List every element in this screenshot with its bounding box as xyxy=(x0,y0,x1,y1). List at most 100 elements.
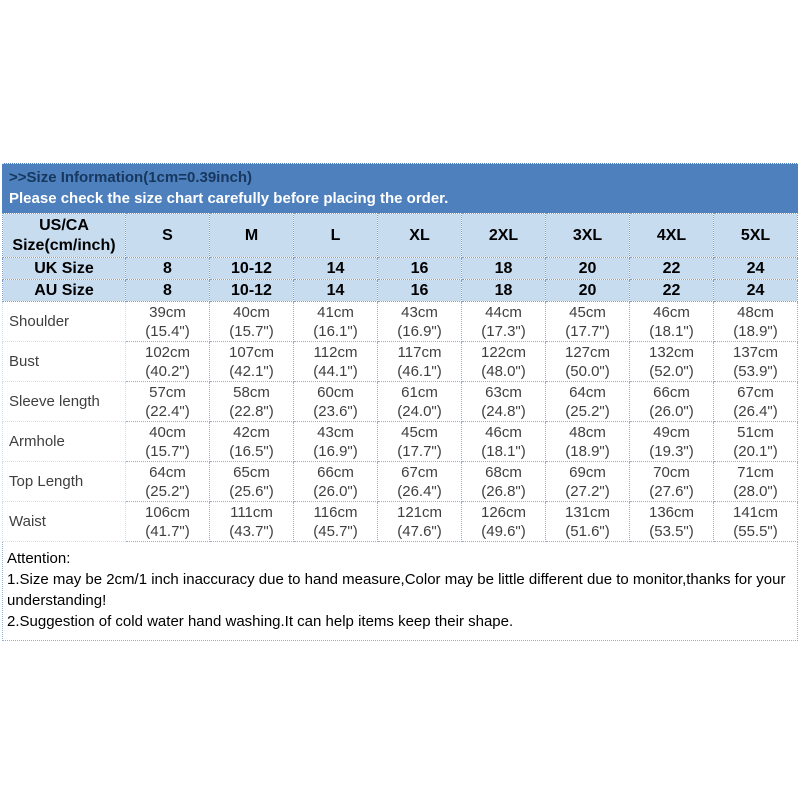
size-cell: 63cm (24.8") xyxy=(461,381,546,422)
uk-size-value: 14 xyxy=(293,257,378,280)
size-chart-table: US/CA Size(cm/inch) S M L XL 2XL 3XL 4XL… xyxy=(2,213,798,542)
au-size-label: AU Size xyxy=(2,279,126,302)
size-cell: 57cm (22.4") xyxy=(125,381,210,422)
size-cell: 71cm (28.0") xyxy=(713,461,798,502)
size-cell: 64cm (25.2") xyxy=(545,381,630,422)
size-cell: 68cm (26.8") xyxy=(461,461,546,502)
uk-size-value: 20 xyxy=(545,257,630,280)
size-header-s: S xyxy=(125,213,210,258)
size-cell: 106cm (41.7") xyxy=(125,501,210,542)
au-size-row: AU Size 8 10-12 14 16 18 20 22 24 xyxy=(2,279,798,302)
size-cell: 43cm (16.9") xyxy=(293,421,378,462)
measurement-row-waist: Waist 106cm (41.7") 111cm (43.7") 116cm (45… xyxy=(2,501,798,542)
size-cell: 126cm (49.6") xyxy=(461,501,546,542)
size-cell: 49cm (19.3") xyxy=(629,421,714,462)
measurement-label: Bust xyxy=(2,341,126,382)
corner-header-line1: US/CA xyxy=(39,216,89,234)
measurement-label: Waist xyxy=(2,501,126,542)
size-cell: 64cm (25.2") xyxy=(125,461,210,502)
size-cell: 117cm (46.1") xyxy=(377,341,462,382)
size-header-xl: XL xyxy=(377,213,462,258)
corner-header-cell: US/CA Size(cm/inch) xyxy=(2,213,126,258)
size-cell: 42cm (16.5") xyxy=(209,421,294,462)
au-size-value: 16 xyxy=(377,279,462,302)
measurement-label: Shoulder xyxy=(2,301,126,342)
size-cell: 116cm (45.7") xyxy=(293,501,378,542)
measurement-row-sleeve-length: Sleeve length 57cm (22.4") 58cm (22.8") 60… xyxy=(2,381,798,422)
size-cell: 51cm (20.1") xyxy=(713,421,798,462)
size-cell: 132cm (52.0") xyxy=(629,341,714,382)
size-cell: 39cm (15.4") xyxy=(125,301,210,342)
size-header-row: US/CA Size(cm/inch) S M L XL 2XL 3XL 4XL… xyxy=(2,213,798,258)
measurement-label: Top Length xyxy=(2,461,126,502)
au-size-value: 14 xyxy=(293,279,378,302)
measurement-row-armhole: Armhole 40cm (15.7") 42cm (16.5") 43cm (16.… xyxy=(2,421,798,462)
uk-size-value: 18 xyxy=(461,257,546,280)
uk-size-value: 22 xyxy=(629,257,714,280)
size-cell: 46cm (18.1") xyxy=(629,301,714,342)
size-cell: 43cm (16.9") xyxy=(377,301,462,342)
size-cell: 40cm (15.7") xyxy=(209,301,294,342)
uk-size-row: UK Size 8 10-12 14 16 18 20 22 24 xyxy=(2,257,798,280)
size-header-3xl: 3XL xyxy=(545,213,630,258)
attention-line: understanding! xyxy=(7,592,107,609)
size-cell: 40cm (15.7") xyxy=(125,421,210,462)
size-cell: 136cm (53.5") xyxy=(629,501,714,542)
size-cell: 107cm (42.1") xyxy=(209,341,294,382)
measurement-label: Sleeve length xyxy=(2,381,126,422)
au-size-value: 20 xyxy=(545,279,630,302)
size-cell: 58cm (22.8") xyxy=(209,381,294,422)
size-chart-sheet: >>Size Information(1cm=0.39inch) Please … xyxy=(2,163,798,641)
size-cell: 44cm (17.3") xyxy=(461,301,546,342)
measurement-label: Armhole xyxy=(2,421,126,462)
measurement-row-top-length: Top Length 64cm (25.2") 65cm (25.6") 66cm(… xyxy=(2,461,798,502)
size-cell: 111cm (43.7") xyxy=(209,501,294,542)
size-cell: 41cm (16.1") xyxy=(293,301,378,342)
uk-size-value: 16 xyxy=(377,257,462,280)
banner-subtitle: Please check the size chart carefully be… xyxy=(9,190,449,207)
uk-size-value: 10-12 xyxy=(209,257,294,280)
size-cell: 121cm (47.6") xyxy=(377,501,462,542)
size-cell: 131cm (51.6") xyxy=(545,501,630,542)
measurement-row-bust: Bust 102cm (40.2") 107cm (42.1") 112cm (44.… xyxy=(2,341,798,382)
size-cell: 69cm (27.2") xyxy=(545,461,630,502)
uk-size-value: 24 xyxy=(713,257,798,280)
size-cell: 112cm (44.1") xyxy=(293,341,378,382)
size-cell: 67cm (26.4") xyxy=(713,381,798,422)
size-cell: 70cm (27.6") xyxy=(629,461,714,502)
size-header-l: L xyxy=(293,213,378,258)
size-cell: 65cm (25.6") xyxy=(209,461,294,502)
banner-title: >>Size Information(1cm=0.39inch) xyxy=(9,169,252,186)
au-size-value: 22 xyxy=(629,279,714,302)
size-cell: 67cm (26.4") xyxy=(377,461,462,502)
size-cell: 137cm (53.9") xyxy=(713,341,798,382)
size-header-5xl: 5XL xyxy=(713,213,798,258)
size-cell: 48cm (18.9") xyxy=(545,421,630,462)
au-size-value: 24 xyxy=(713,279,798,302)
attention-line: 1.Size may be 2cm/1 inch inaccuracy due … xyxy=(7,571,786,588)
attention-note: Attention: 1.Size may be 2cm/1 inch inac… xyxy=(2,542,798,641)
size-cell: 46cm (18.1") xyxy=(461,421,546,462)
size-cell: 122cm (48.0") xyxy=(461,341,546,382)
size-cell: 66cm (26.0") xyxy=(293,461,378,502)
size-cell: 45cm (17.7") xyxy=(377,421,462,462)
size-cell: 45cm (17.7") xyxy=(545,301,630,342)
attention-line: 2.Suggestion of cold water hand washing.… xyxy=(7,613,514,630)
size-cell: 102cm (40.2") xyxy=(125,341,210,382)
size-cell: 127cm (50.0") xyxy=(545,341,630,382)
uk-size-label: UK Size xyxy=(2,257,126,280)
corner-header-line2: Size(cm/inch) xyxy=(12,236,116,254)
size-header-2xl: 2XL xyxy=(461,213,546,258)
au-size-value: 10-12 xyxy=(209,279,294,302)
size-cell: 48cm (18.9") xyxy=(713,301,798,342)
size-info-banner: >>Size Information(1cm=0.39inch) Please … xyxy=(2,163,798,213)
au-size-value: 8 xyxy=(125,279,210,302)
size-cell: 66cm (26.0") xyxy=(629,381,714,422)
measurement-row-shoulder: Shoulder 39cm (15.4") 40cm (15.7") 41cm (16… xyxy=(2,301,798,342)
size-header-4xl: 4XL xyxy=(629,213,714,258)
size-cell: 61cm (24.0") xyxy=(377,381,462,422)
uk-size-value: 8 xyxy=(125,257,210,280)
size-cell: 60cm (23.6") xyxy=(293,381,378,422)
size-cell: 141cm (55.5") xyxy=(713,501,798,542)
au-size-value: 18 xyxy=(461,279,546,302)
